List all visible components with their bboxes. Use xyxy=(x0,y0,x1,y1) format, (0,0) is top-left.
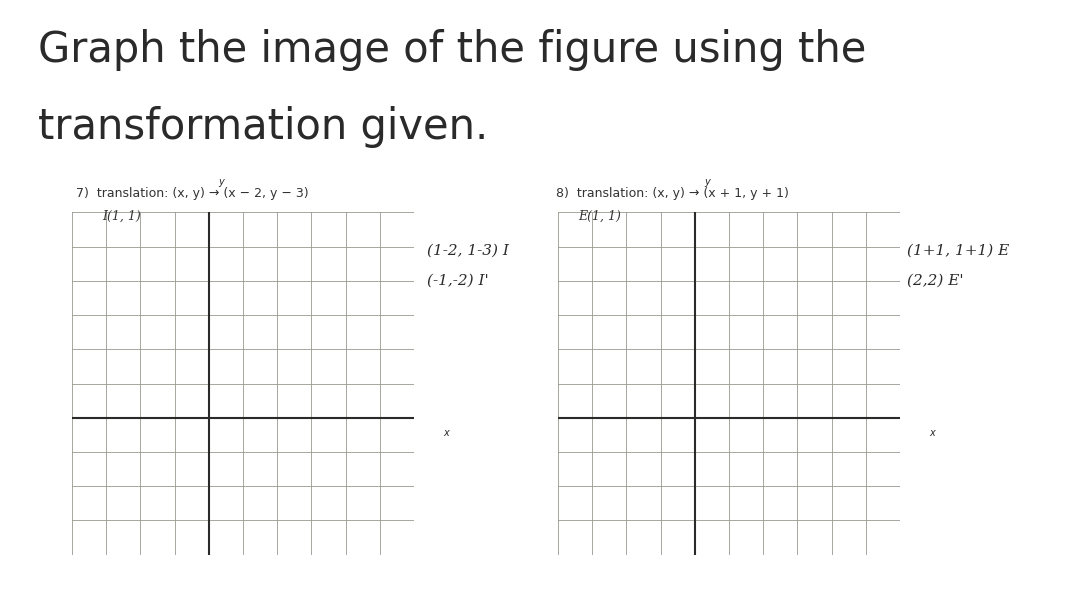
Text: I(1, 1): I(1, 1) xyxy=(103,210,141,223)
Text: x: x xyxy=(444,428,449,438)
Text: y: y xyxy=(218,176,224,186)
Text: (2,2) E': (2,2) E' xyxy=(907,273,963,287)
Text: (-1,-2) I': (-1,-2) I' xyxy=(427,273,488,287)
Text: (1-2, 1-3) I: (1-2, 1-3) I xyxy=(427,244,509,258)
Text: x: x xyxy=(930,428,935,438)
Text: transformation given.: transformation given. xyxy=(38,106,488,149)
Text: (1+1, 1+1) E: (1+1, 1+1) E xyxy=(907,244,1010,258)
Text: Graph the image of the figure using the: Graph the image of the figure using the xyxy=(38,28,866,71)
Text: y: y xyxy=(704,176,710,186)
Text: 7)  translation: (x, y) → (x − 2, y − 3): 7) translation: (x, y) → (x − 2, y − 3) xyxy=(76,187,308,200)
Text: E(1, 1): E(1, 1) xyxy=(578,210,621,223)
Text: 8)  translation: (x, y) → (x + 1, y + 1): 8) translation: (x, y) → (x + 1, y + 1) xyxy=(556,187,789,200)
